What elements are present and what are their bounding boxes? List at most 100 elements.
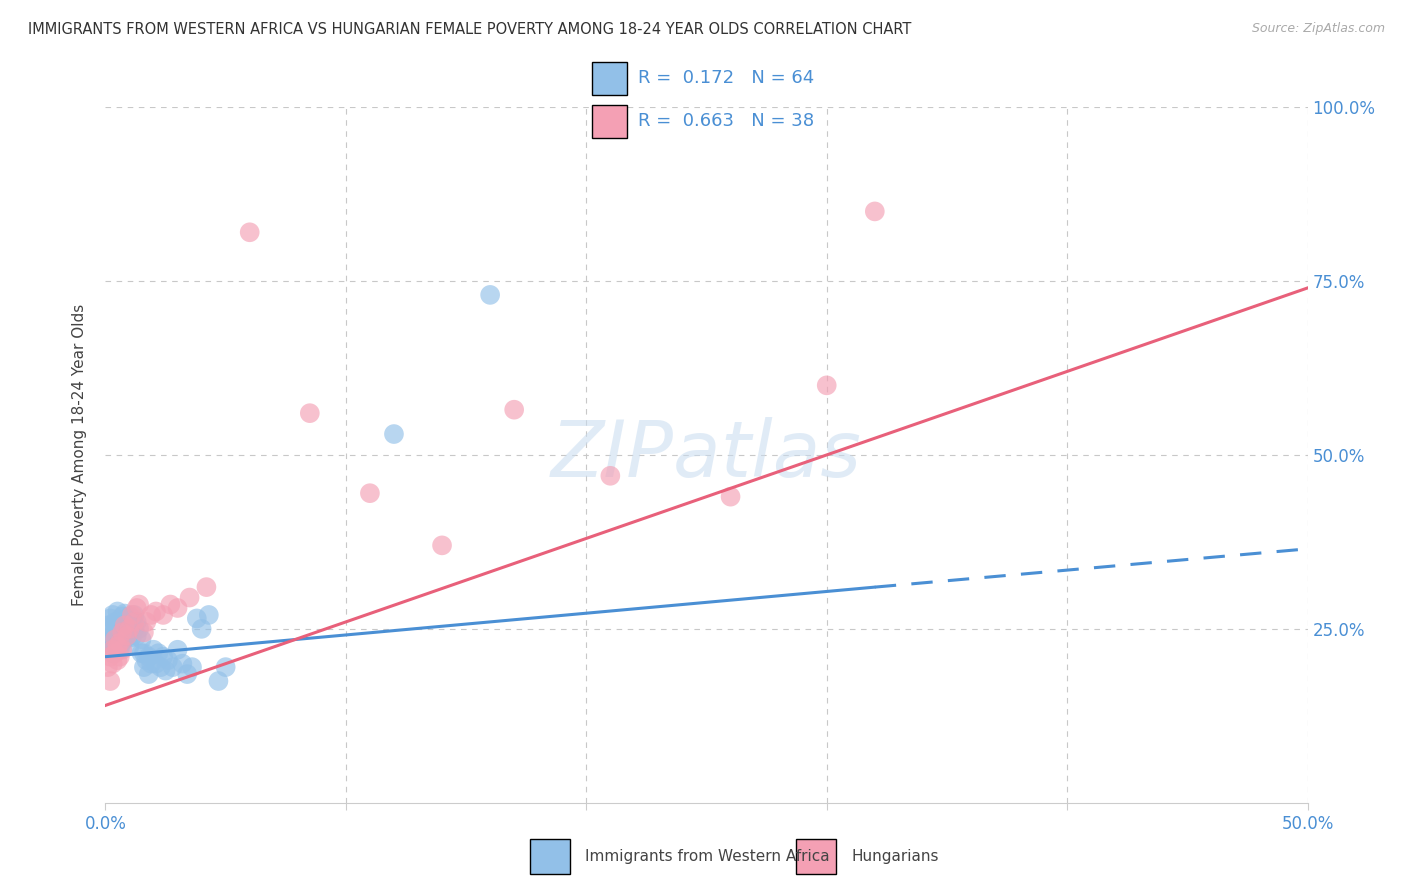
Text: IMMIGRANTS FROM WESTERN AFRICA VS HUNGARIAN FEMALE POVERTY AMONG 18-24 YEAR OLDS: IMMIGRANTS FROM WESTERN AFRICA VS HUNGAR… — [28, 22, 911, 37]
Point — [101, 646, 124, 660]
Point — [108, 649, 131, 664]
Point — [148, 646, 170, 660]
Text: Immigrants from Western Africa: Immigrants from Western Africa — [585, 849, 830, 863]
FancyBboxPatch shape — [592, 105, 627, 138]
Point — [108, 636, 131, 650]
FancyBboxPatch shape — [796, 839, 837, 874]
Point — [138, 667, 160, 681]
Text: R =  0.172   N = 64: R = 0.172 N = 64 — [638, 70, 814, 87]
Point — [135, 653, 157, 667]
Point — [132, 625, 155, 640]
Point — [104, 625, 127, 640]
Point — [359, 486, 381, 500]
Point — [114, 618, 136, 632]
Point — [121, 615, 143, 629]
Point — [125, 615, 148, 629]
Point — [138, 649, 160, 664]
Point — [152, 649, 174, 664]
Point — [98, 642, 121, 657]
Point — [118, 625, 141, 640]
Point — [107, 605, 129, 619]
Point — [298, 406, 321, 420]
Point — [135, 615, 157, 629]
Point — [132, 660, 155, 674]
Point — [97, 636, 120, 650]
Text: Hungarians: Hungarians — [852, 849, 939, 863]
Point — [179, 591, 201, 605]
Text: R =  0.663   N = 38: R = 0.663 N = 38 — [638, 112, 814, 130]
FancyBboxPatch shape — [530, 839, 569, 874]
Point — [207, 674, 229, 689]
Point — [101, 657, 124, 671]
Point — [118, 639, 141, 653]
Point — [139, 657, 162, 671]
Point — [181, 660, 204, 674]
Point — [162, 660, 184, 674]
Point — [107, 636, 129, 650]
Point — [111, 609, 134, 624]
Point — [190, 622, 212, 636]
Text: ZIPatlas: ZIPatlas — [551, 417, 862, 493]
Point — [111, 636, 134, 650]
Point — [815, 378, 838, 392]
Point — [111, 642, 134, 657]
Point — [166, 642, 188, 657]
Point — [107, 639, 129, 653]
Point — [186, 611, 208, 625]
Point — [98, 674, 121, 689]
Point — [156, 653, 179, 667]
Point — [108, 615, 131, 629]
Point — [121, 630, 143, 644]
Point — [98, 649, 121, 664]
Point — [430, 538, 453, 552]
Point — [104, 632, 127, 647]
Point — [101, 632, 124, 647]
Point — [115, 629, 138, 643]
Point — [101, 607, 124, 622]
Point — [131, 646, 153, 660]
Point — [195, 580, 218, 594]
Point — [104, 646, 127, 660]
Point — [114, 607, 136, 621]
Text: Source: ZipAtlas.com: Source: ZipAtlas.com — [1251, 22, 1385, 36]
Point — [124, 622, 146, 636]
Point — [239, 225, 262, 239]
Point — [104, 615, 127, 629]
Point — [128, 622, 150, 636]
Point — [108, 629, 131, 643]
Point — [98, 629, 121, 643]
Point — [599, 468, 621, 483]
FancyBboxPatch shape — [592, 62, 627, 95]
Y-axis label: Female Poverty Among 18-24 Year Olds: Female Poverty Among 18-24 Year Olds — [72, 304, 87, 606]
Point — [720, 490, 742, 504]
Point — [131, 632, 153, 647]
Point — [101, 622, 124, 636]
Point — [145, 657, 167, 671]
Point — [139, 607, 162, 622]
Point — [166, 601, 188, 615]
Point — [198, 607, 221, 622]
Point — [111, 625, 134, 640]
Point — [111, 622, 134, 636]
Point — [128, 598, 150, 612]
Point — [863, 204, 886, 219]
Point — [101, 642, 124, 657]
Point — [214, 660, 236, 674]
Point — [114, 618, 136, 632]
Point — [142, 642, 165, 657]
Point — [503, 402, 526, 417]
Point — [149, 660, 172, 674]
Point — [118, 622, 141, 636]
Point — [97, 660, 120, 674]
Point — [98, 611, 121, 625]
Point — [114, 632, 136, 647]
Point — [479, 288, 502, 302]
Point — [107, 625, 129, 640]
Point — [382, 427, 405, 442]
Point — [152, 607, 174, 622]
Point — [155, 664, 177, 678]
Point — [176, 667, 198, 681]
Point — [145, 605, 167, 619]
Point — [107, 653, 129, 667]
Point — [159, 598, 181, 612]
